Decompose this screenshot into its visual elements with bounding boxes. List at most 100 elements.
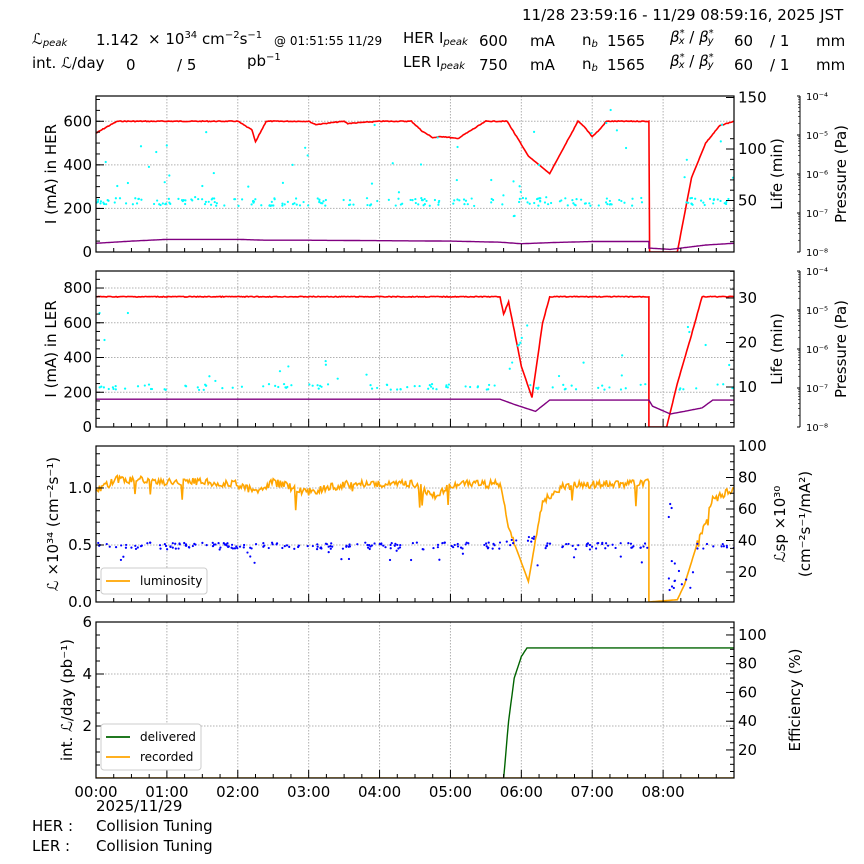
svg-text:60: 60 bbox=[738, 683, 757, 701]
svg-text:80: 80 bbox=[738, 469, 757, 487]
svg-text:Pressure (Pa): Pressure (Pa) bbox=[832, 125, 850, 223]
life-scatter bbox=[96, 108, 734, 218]
lpeak-label: ℒpeak bbox=[32, 30, 68, 49]
svg-text:Efficiency (%): Efficiency (%) bbox=[786, 649, 804, 752]
svg-text:2: 2 bbox=[82, 717, 92, 735]
svg-text:200: 200 bbox=[63, 199, 92, 217]
her-ipeak-value: 600 bbox=[479, 32, 508, 50]
lpeak-unit: × 1034 cm−2s−1 bbox=[148, 30, 263, 48]
svg-text:20: 20 bbox=[738, 334, 757, 352]
y-axis-label-2: I (mA) in LER bbox=[42, 300, 60, 397]
lpeak-row: ℒpeak bbox=[32, 30, 67, 49]
y-axis-label-4: int. ℒ/day (pb⁻¹) bbox=[58, 639, 76, 761]
ler-nb-value: 1565 bbox=[607, 56, 646, 74]
svg-text:10: 10 bbox=[738, 378, 757, 396]
ler-status-label: LER : bbox=[32, 837, 71, 855]
her-status-label: HER : bbox=[32, 817, 74, 835]
lpeak-timestamp: @ 01:51:55 11/29 bbox=[274, 34, 383, 48]
svg-text:0.5: 0.5 bbox=[68, 536, 92, 554]
svg-text:luminosity: luminosity bbox=[140, 574, 202, 588]
her-ipeak-unit: mA bbox=[530, 32, 555, 50]
lpeak-value: 1.142 bbox=[96, 31, 139, 49]
intl-target: / 5 bbox=[177, 56, 197, 74]
intl-value: 0 bbox=[126, 56, 136, 74]
svg-text:(cm⁻²s⁻¹/mA²): (cm⁻²s⁻¹/mA²) bbox=[796, 471, 814, 577]
svg-text:10⁻⁵: 10⁻⁵ bbox=[806, 306, 828, 317]
luminosity-line bbox=[96, 474, 734, 602]
her-nb-value: 1565 bbox=[607, 32, 646, 50]
ler-beta-y: / 1 bbox=[770, 56, 790, 74]
svg-text:recorded: recorded bbox=[140, 750, 193, 764]
x-tick-label: 07:00 bbox=[571, 783, 614, 801]
her-beta-unit: mm bbox=[816, 32, 846, 50]
svg-text:600: 600 bbox=[63, 112, 92, 130]
svg-text:20: 20 bbox=[738, 563, 757, 581]
svg-text:ℒsp ×10³⁰: ℒsp ×10³⁰ bbox=[771, 486, 789, 563]
legend-4: delivered recorded bbox=[100, 723, 202, 771]
her-beta-x: 60 bbox=[734, 32, 754, 50]
pressure-line bbox=[96, 238, 734, 251]
svg-text:50: 50 bbox=[738, 192, 757, 210]
time-range: 11/28 23:59:16 - 11/29 08:59:16, 2025 JS… bbox=[522, 6, 844, 24]
life-scatter bbox=[98, 311, 734, 392]
x-tick-label: 08:00 bbox=[641, 783, 684, 801]
svg-text:80: 80 bbox=[738, 655, 757, 673]
svg-text:100: 100 bbox=[738, 437, 767, 455]
svg-text:600: 600 bbox=[63, 314, 92, 332]
svg-text:10⁻⁴: 10⁻⁴ bbox=[806, 267, 828, 278]
svg-text:1.0: 1.0 bbox=[68, 479, 92, 497]
svg-text:10⁻⁷: 10⁻⁷ bbox=[806, 384, 828, 395]
svg-text:800: 800 bbox=[63, 279, 92, 297]
svg-text:60: 60 bbox=[738, 500, 757, 518]
ler-beta-label: β*x / β*y bbox=[670, 52, 714, 71]
x-tick-label: 00:00 bbox=[74, 783, 117, 801]
her-status: Collision Tuning bbox=[96, 817, 213, 835]
svg-text:400: 400 bbox=[63, 349, 92, 367]
svg-text:150: 150 bbox=[738, 89, 767, 107]
delivered-line bbox=[502, 647, 734, 778]
svg-text:Life (min): Life (min) bbox=[768, 313, 786, 385]
ler-nb-label: nb bbox=[582, 55, 598, 74]
svg-text:10⁻⁶: 10⁻⁶ bbox=[806, 345, 828, 356]
svg-text:10⁻⁴: 10⁻⁴ bbox=[806, 92, 828, 103]
svg-text:20: 20 bbox=[738, 741, 757, 759]
ler-ipeak-unit: mA bbox=[530, 56, 555, 74]
y-axis-label-1: I (mA) in HER bbox=[42, 124, 60, 224]
svg-text:10⁻⁷: 10⁻⁷ bbox=[806, 209, 828, 220]
panel-4: 2 4 6 20 40 60 80 100 int. ℒ/day (pb⁻¹) Efficienc… bbox=[58, 613, 804, 801]
pressure-line bbox=[96, 398, 734, 415]
intl-label: int. ℒ/day bbox=[32, 54, 105, 72]
svg-text:400: 400 bbox=[63, 156, 92, 174]
svg-text:30: 30 bbox=[738, 289, 757, 307]
panel-1: 0 200 400 600 50 100 150 I (mA) in HER Life (min… bbox=[42, 89, 850, 262]
y-axis-label-3: ℒ ×10³⁴ (cm⁻²s⁻¹) bbox=[44, 457, 62, 591]
svg-text:10⁻⁸: 10⁻⁸ bbox=[806, 423, 828, 434]
ler-status: Collision Tuning bbox=[96, 837, 213, 855]
svg-text:10⁻⁵: 10⁻⁵ bbox=[806, 131, 828, 142]
legend-3: luminosity bbox=[100, 567, 208, 595]
intl-unit: pb−1 bbox=[247, 52, 281, 70]
ler-beta-x: 60 bbox=[734, 56, 754, 74]
ler-ipeak-value: 750 bbox=[479, 56, 508, 74]
current-line bbox=[96, 295, 734, 427]
svg-text:Life (min): Life (min) bbox=[768, 138, 786, 210]
svg-text:6: 6 bbox=[82, 613, 92, 631]
svg-text:40: 40 bbox=[738, 712, 757, 730]
x-tick-label: 01:00 bbox=[145, 783, 188, 801]
ler-ipeak-label: LER Ipeak bbox=[403, 53, 465, 72]
svg-text:100: 100 bbox=[738, 140, 767, 158]
panel-3: 0.0 0.5 1.0 20 40 60 80 100 ℒ ×10³⁴ (cm⁻²s⁻¹) ℒsp… bbox=[44, 437, 814, 611]
her-nb-label: nb bbox=[582, 31, 598, 50]
svg-text:4: 4 bbox=[82, 665, 92, 683]
date-label: 2025/11/29 bbox=[96, 797, 183, 815]
ler-beta-unit: mm bbox=[816, 56, 846, 74]
svg-text:100: 100 bbox=[738, 626, 767, 644]
x-tick-label: 02:00 bbox=[216, 783, 259, 801]
svg-text:10⁻⁶: 10⁻⁶ bbox=[806, 170, 828, 181]
specific_luminosity-scatter bbox=[97, 502, 734, 592]
panel-2: 0 200 400 600 800 10 20 30 I (mA) in LER Life (mi… bbox=[42, 267, 850, 436]
svg-text:0.0: 0.0 bbox=[68, 593, 92, 611]
her-beta-label: β*x / β*y bbox=[670, 28, 714, 47]
her-ipeak-label: HER Ipeak bbox=[403, 29, 468, 48]
